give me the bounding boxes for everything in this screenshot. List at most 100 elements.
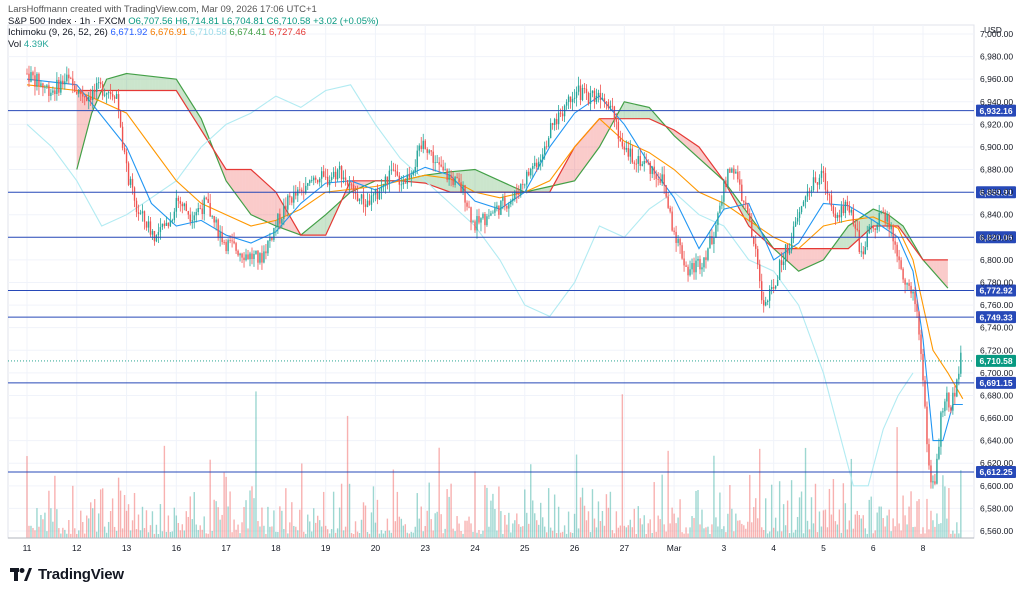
volume-bar: [494, 509, 495, 538]
kumo-cloud-segment: [492, 177, 495, 192]
volume-bar: [329, 533, 330, 538]
volume-bar: [610, 492, 611, 538]
volume-bar: [875, 530, 876, 538]
volume-bar: [749, 475, 750, 538]
volume-bar: [452, 529, 453, 538]
volume-bar: [948, 488, 949, 538]
candle-body: [82, 94, 83, 96]
candle-body: [32, 72, 33, 75]
volume-bar: [592, 489, 593, 538]
volume-bar: [622, 394, 623, 538]
candle-body: [170, 221, 171, 226]
volume-bar: [293, 526, 294, 538]
volume-bar: [922, 527, 923, 538]
candle-body: [285, 206, 286, 210]
volume-bar: [825, 510, 826, 538]
candle-body: [590, 93, 591, 104]
volume-bar: [751, 522, 752, 538]
candle-body: [880, 211, 881, 212]
candle-body: [476, 216, 477, 230]
kumo-cloud-segment: [483, 173, 486, 192]
volume-bar: [166, 532, 167, 538]
candle-body: [339, 166, 340, 170]
volume-bar: [456, 516, 457, 538]
candle-body: [956, 379, 957, 396]
volume-bar: [520, 527, 521, 538]
volume-bar: [699, 524, 700, 538]
volume-bar: [289, 522, 290, 538]
candle-body: [813, 177, 814, 190]
candle-body: [30, 72, 31, 82]
volume-bar: [391, 533, 392, 538]
candle-body: [52, 90, 53, 92]
volume-bar: [673, 514, 674, 538]
candle-body: [209, 203, 210, 217]
candle-body: [554, 119, 555, 125]
kumo-cloud-segment: [132, 74, 135, 90]
volume-bar: [705, 527, 706, 538]
time-tick-label: 6: [871, 543, 876, 553]
volume-bar: [863, 515, 864, 538]
volume-bar: [225, 477, 226, 538]
volume-bar: [954, 534, 955, 538]
candle-body: [444, 169, 445, 170]
candle-body: [192, 220, 193, 221]
volume-bar: [618, 528, 619, 538]
volume-bar: [534, 513, 535, 538]
volume-bar: [636, 534, 637, 538]
candle-body: [657, 179, 658, 180]
volume-bar: [425, 526, 426, 538]
ichimoku-label[interactable]: Ichimoku (9, 26, 52, 26): [8, 27, 108, 38]
volume-bar: [861, 519, 862, 538]
volume-bar: [114, 527, 115, 538]
chart-legend: LarsHoffmann created with TradingView.co…: [8, 4, 379, 50]
candle-body: [486, 216, 487, 225]
volume-bar: [514, 520, 515, 538]
volume-bar: [482, 531, 483, 538]
volume-bar: [486, 488, 487, 538]
candle-body: [148, 221, 149, 227]
price-tick-label: 6,760.00: [980, 300, 1013, 310]
candle-body: [215, 220, 216, 223]
volume-bar: [56, 509, 57, 538]
volume-bar: [655, 532, 656, 538]
candle-body: [126, 152, 127, 163]
candle-body: [325, 177, 326, 178]
candle-body: [735, 172, 736, 174]
volume-bar: [301, 464, 302, 538]
candle-body: [638, 156, 639, 164]
volume-label[interactable]: Vol: [8, 39, 21, 50]
kumo-cloud-segment: [591, 125, 594, 159]
kumo-cloud-segment: [135, 74, 138, 90]
volume-bar: [32, 528, 33, 538]
volume-bar: [906, 524, 907, 538]
candle-body: [289, 196, 290, 198]
volume-bar: [789, 533, 790, 538]
candle-body: [196, 212, 197, 215]
candle-body: [592, 91, 593, 93]
candle-body: [301, 190, 302, 192]
volume-bar: [379, 534, 380, 538]
symbol-name[interactable]: S&P 500 Index · 1h · FXCM: [8, 16, 126, 27]
candle-body: [791, 238, 792, 250]
candle-body: [140, 213, 141, 214]
candle-body: [323, 171, 324, 177]
kumo-cloud-segment: [161, 77, 164, 90]
candle-body: [373, 195, 374, 196]
candle-body: [873, 226, 874, 229]
tradingview-footer[interactable]: TradingView: [10, 566, 124, 583]
candle-body: [34, 75, 35, 86]
volume-bar: [58, 528, 59, 538]
tradingview-brand: TradingView: [38, 566, 124, 583]
volume-bar: [853, 529, 854, 538]
price-tick-label: 6,680.00: [980, 390, 1013, 400]
volume-bar: [867, 534, 868, 538]
candle-body: [506, 206, 507, 209]
candle-body: [869, 226, 870, 233]
candle-body: [582, 88, 583, 100]
candle-body: [745, 202, 746, 204]
candle-body: [263, 251, 264, 262]
candle-body: [932, 481, 933, 482]
